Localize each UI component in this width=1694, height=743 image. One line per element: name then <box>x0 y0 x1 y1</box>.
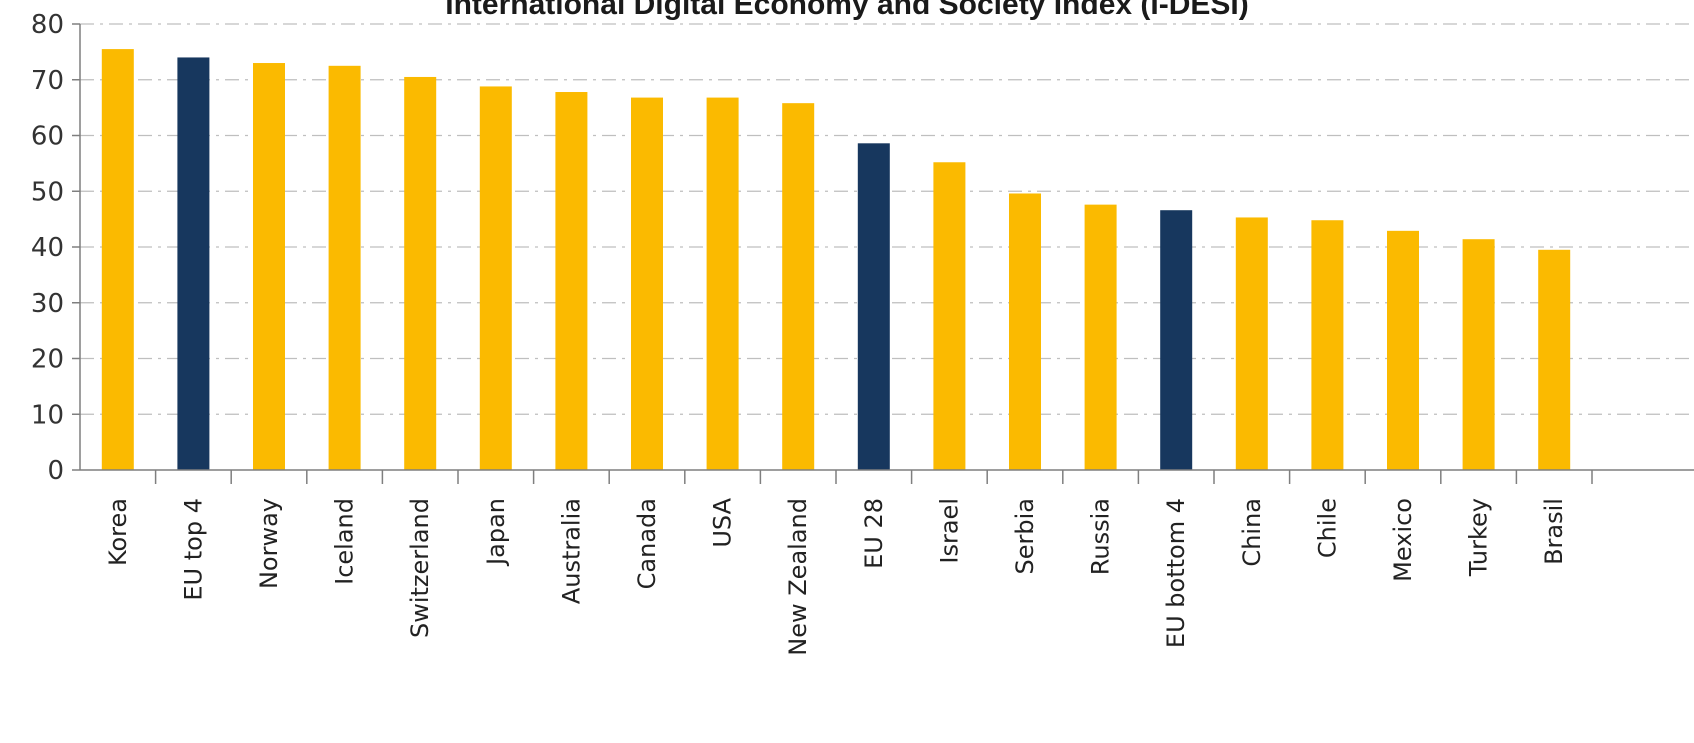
y-tick-label: 60 <box>31 122 64 152</box>
bar-eu-28 <box>857 143 890 470</box>
chart-title: International Digital Economy and Societ… <box>445 0 1249 21</box>
x-tick-label: Mexico <box>1389 498 1417 582</box>
x-tick-label: USA <box>709 497 737 547</box>
bar-russia <box>1084 204 1117 470</box>
x-tick-label: EU 28 <box>860 498 888 569</box>
bar-norway <box>253 63 285 471</box>
y-tick-label: 30 <box>31 289 64 319</box>
x-tick-label: Norway <box>255 498 283 589</box>
x-tick-label: EU top 4 <box>179 498 207 601</box>
x-tick-label: Russia <box>1087 498 1115 575</box>
x-tick-label: Israel <box>935 498 963 564</box>
x-tick-label: Australia <box>557 498 585 604</box>
y-tick-label: 20 <box>31 345 64 375</box>
bar-new-zealand <box>782 103 815 470</box>
bar-eu-top-4 <box>177 57 210 470</box>
x-tick-label: Canada <box>633 498 661 589</box>
y-tick-label: 50 <box>31 177 64 207</box>
bar-japan <box>479 86 512 470</box>
x-tick-label: Serbia <box>1011 498 1039 574</box>
y-axis-ticks: 0 10 20 30 40 50 60 70 80 <box>31 10 64 486</box>
bar-china <box>1235 217 1268 470</box>
y-tick-label: 80 <box>31 10 64 40</box>
bar-chile <box>1311 220 1344 470</box>
x-tick-label: Korea <box>104 498 132 566</box>
bar-turkey <box>1462 239 1495 470</box>
bar-eu-bottom-4 <box>1160 210 1193 470</box>
bar-israel <box>933 162 966 470</box>
x-tick-label: New Zealand <box>784 498 812 656</box>
y-tick-label: 10 <box>31 400 64 430</box>
bar-korea <box>101 49 134 471</box>
bar-mexico <box>1387 230 1419 470</box>
x-tick-label: Switzerland <box>406 498 434 638</box>
x-tick-label: Turkey <box>1465 498 1493 577</box>
bar-brasil <box>1538 249 1571 470</box>
y-tick-label: 70 <box>31 66 64 96</box>
y-tick-label: 40 <box>31 233 64 263</box>
bar-usa <box>706 97 739 470</box>
x-tick-label: Iceland <box>331 498 359 585</box>
bar-iceland <box>328 65 361 470</box>
bars <box>101 49 1571 471</box>
x-tick-label: China <box>1238 498 1266 567</box>
x-axis-ticks: Korea EU top 4 Norway Iceland Switzerland Jap… <box>104 497 1568 655</box>
axes <box>72 23 1694 484</box>
bar-canada <box>631 97 663 470</box>
bar-switzerland <box>404 76 437 471</box>
x-tick-label: Chile <box>1313 498 1341 558</box>
x-tick-label: Brasil <box>1540 498 1568 565</box>
x-tick-label: EU bottom 4 <box>1162 498 1190 648</box>
bar-serbia <box>1009 193 1041 471</box>
bar-australia <box>555 92 588 470</box>
y-tick-label: 0 <box>47 456 64 486</box>
x-tick-label: Japan <box>482 498 510 567</box>
